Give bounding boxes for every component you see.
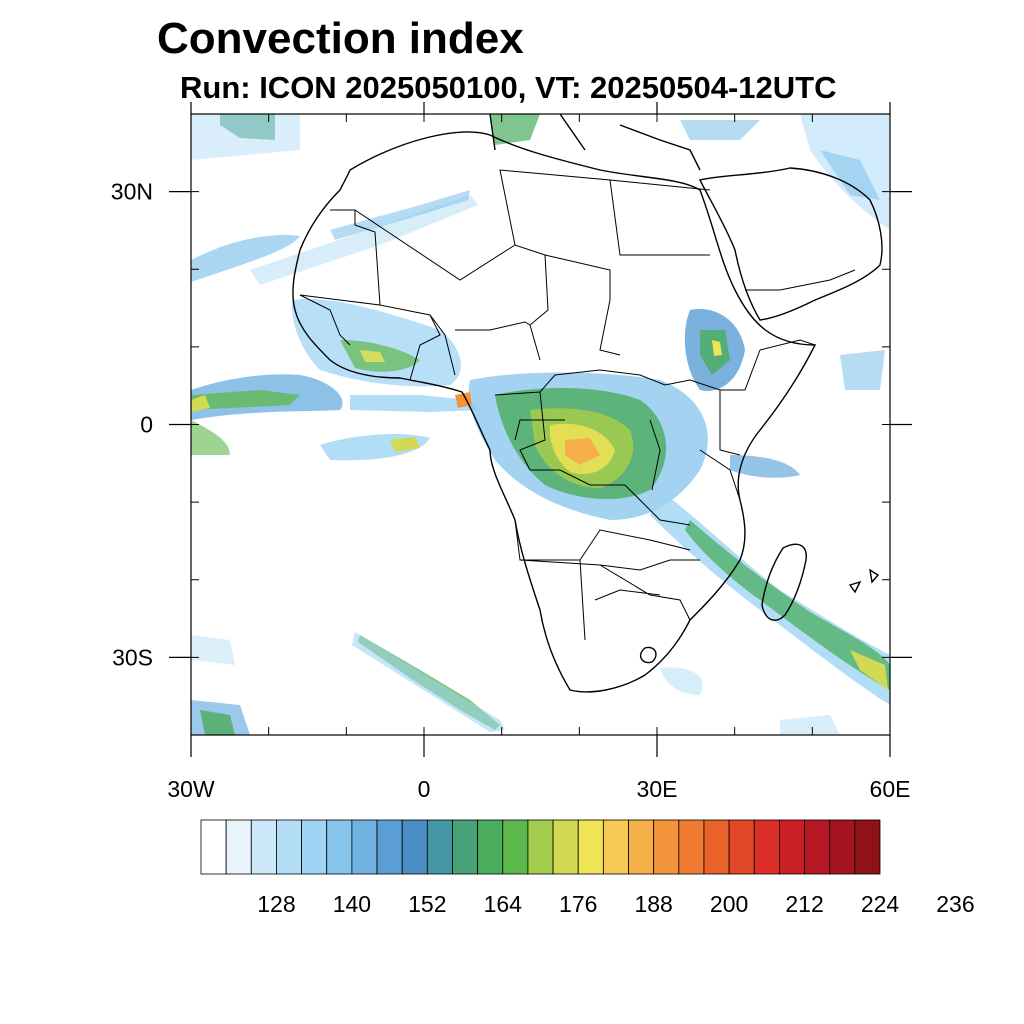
country-borders: [299, 169, 856, 641]
x-tick-label: 30E: [637, 776, 678, 802]
mediterranean-coast: [489, 114, 701, 171]
arabia-coastline: [698, 167, 883, 321]
y-tick-label: 30N: [111, 179, 153, 205]
map-axes: 30W 0 30E 60E 30N 0 30S: [111, 102, 912, 802]
x-tick-label: 0: [418, 776, 431, 802]
coastlines: [292, 114, 883, 693]
africa-coastline: [292, 131, 817, 693]
chart-subtitle: Run: ICON 2025050100, VT: 20250504-12UTC: [180, 70, 837, 105]
chart-title: Convection index: [157, 14, 524, 63]
border-lines-east: [689, 269, 856, 501]
border-lines-central: [494, 369, 691, 526]
madagascar-coastline: [761, 543, 807, 621]
border-lines-west: [299, 294, 531, 381]
convection-area-west-africa: [291, 299, 461, 387]
border-lines-north: [299, 169, 711, 361]
x-tick-label: 30W: [167, 776, 215, 802]
convection-field: [191, 114, 890, 735]
x-tick-label: 60E: [870, 776, 911, 802]
border-lines-south: [514, 519, 700, 641]
y-tick-label: 30S: [112, 644, 153, 670]
y-tick-label: 0: [140, 412, 153, 438]
convection-area-northwest: [191, 235, 300, 282]
